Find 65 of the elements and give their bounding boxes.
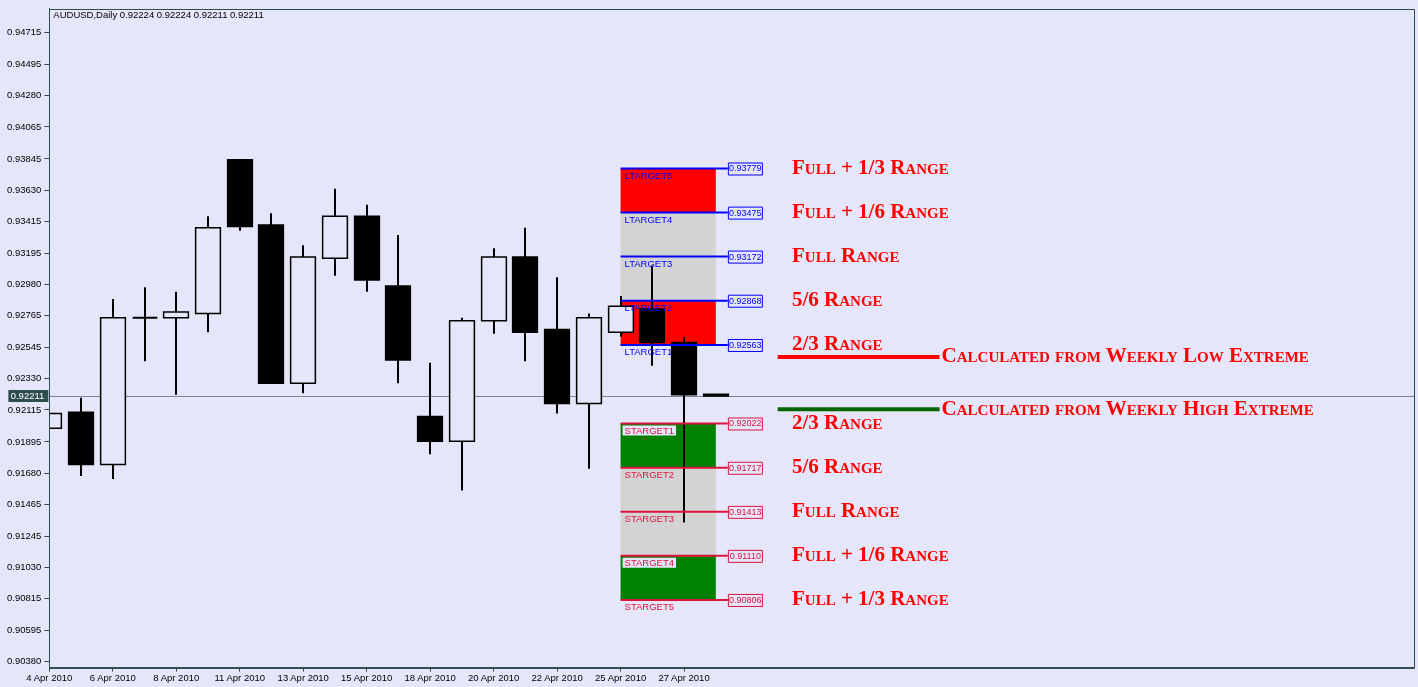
annotation: 0.93172 — [729, 251, 762, 262]
chart-title: AUDUSD,Daily 0.92224 0.92224 0.92211 0.92211 — [53, 9, 264, 21]
annotation: 0.92868 — [729, 295, 762, 306]
y-tick-label: 0.90815 — [7, 592, 42, 604]
y-tick-label: 0.92765 — [7, 309, 42, 321]
y-tick-label: 0.94065 — [7, 120, 42, 132]
ref-line-label: STARGET2 — [624, 469, 675, 481]
x-tick-label: 20 Apr 2010 — [468, 671, 520, 683]
y-tick-label: 0.91895 — [7, 435, 42, 447]
text: 2/3 Range — [791, 409, 883, 434]
y-tick-label: 0.92545 — [7, 341, 42, 353]
y-tick-label: 0.91030 — [7, 561, 42, 573]
text: Full + 1/3 Range — [791, 154, 949, 179]
ref-line-label: LTARGET4 — [624, 213, 673, 225]
y-tick-label: 0.94280 — [7, 89, 42, 101]
annotation: 0.93779 — [729, 163, 762, 174]
text: Full + 1/6 Range — [791, 542, 949, 567]
y-tick-label: 0.94495 — [7, 58, 42, 70]
y-tick-label: 0.93195 — [7, 246, 42, 258]
text: 5/6 Range — [791, 454, 883, 479]
ref-line-label: LTARGET3 — [624, 257, 673, 269]
y-tick-label: 0.92330 — [7, 372, 42, 384]
ref-line-label: STARGET5 — [624, 601, 675, 613]
annotation: 0.91110 — [729, 550, 761, 561]
y-tick-label: 0.91465 — [7, 497, 42, 509]
x-tick-label: 4 Apr 2010 — [26, 671, 73, 683]
annotation: 0.92022 — [729, 418, 762, 429]
annotation: 0.93475 — [729, 207, 762, 218]
text: Full Range — [791, 243, 900, 268]
y-tick-label: 0.92980 — [7, 278, 42, 290]
x-tick-label: 6 Apr 2010 — [89, 671, 136, 683]
text: 2/3 Range — [791, 331, 883, 356]
y-tick-label: 0.93630 — [7, 183, 42, 195]
x-tick-label: 27 Apr 2010 — [658, 671, 710, 683]
y-tick-label: 0.93415 — [7, 214, 42, 226]
x-tick-label: 22 Apr 2010 — [531, 671, 583, 683]
x-tick-label: 8 Apr 2010 — [153, 671, 200, 683]
x-tick-label: 11 Apr 2010 — [214, 671, 266, 683]
x-tick-label: 18 Apr 2010 — [404, 671, 456, 683]
text: Full + 1/3 Range — [791, 586, 949, 611]
text: Full + 1/6 Range — [791, 199, 949, 224]
annotation: 0.92563 — [729, 339, 762, 350]
y-tick-label: 0.93845 — [7, 152, 42, 164]
ref-line-label: Calculated from Weekly Low Extreme — [941, 343, 1309, 368]
ref-line-label: LTARGET5 — [624, 169, 673, 181]
y-tick-label: 0.94715 — [7, 26, 42, 38]
x-tick-label: 15 Apr 2010 — [341, 671, 393, 683]
annotation: 0.92211 — [10, 390, 45, 402]
candlestick — [131, 286, 159, 363]
ref-line-label: STARGET1 — [624, 424, 675, 436]
annotation: 0.91717 — [729, 462, 762, 473]
annotation: 0.90806 — [729, 594, 762, 605]
y-tick-label: 0.91245 — [7, 529, 42, 541]
y-tick-label: 0.90380 — [7, 655, 42, 667]
ref-line-label: STARGET4 — [624, 557, 675, 569]
ref-line-label: STARGET3 — [624, 513, 675, 525]
y-tick-label: 0.91680 — [7, 466, 42, 478]
text: Full Range — [791, 498, 900, 523]
ref-line-label: Calculated from Weekly High Extreme — [941, 395, 1314, 420]
x-tick-label: 13 Apr 2010 — [277, 671, 329, 683]
y-tick-label: 0.90595 — [7, 624, 42, 636]
text: 5/6 Range — [791, 287, 883, 312]
annotation: 0.91413 — [729, 506, 762, 517]
y-tick-label: 0.92115 — [7, 403, 42, 415]
x-tick-label: 25 Apr 2010 — [594, 671, 647, 683]
